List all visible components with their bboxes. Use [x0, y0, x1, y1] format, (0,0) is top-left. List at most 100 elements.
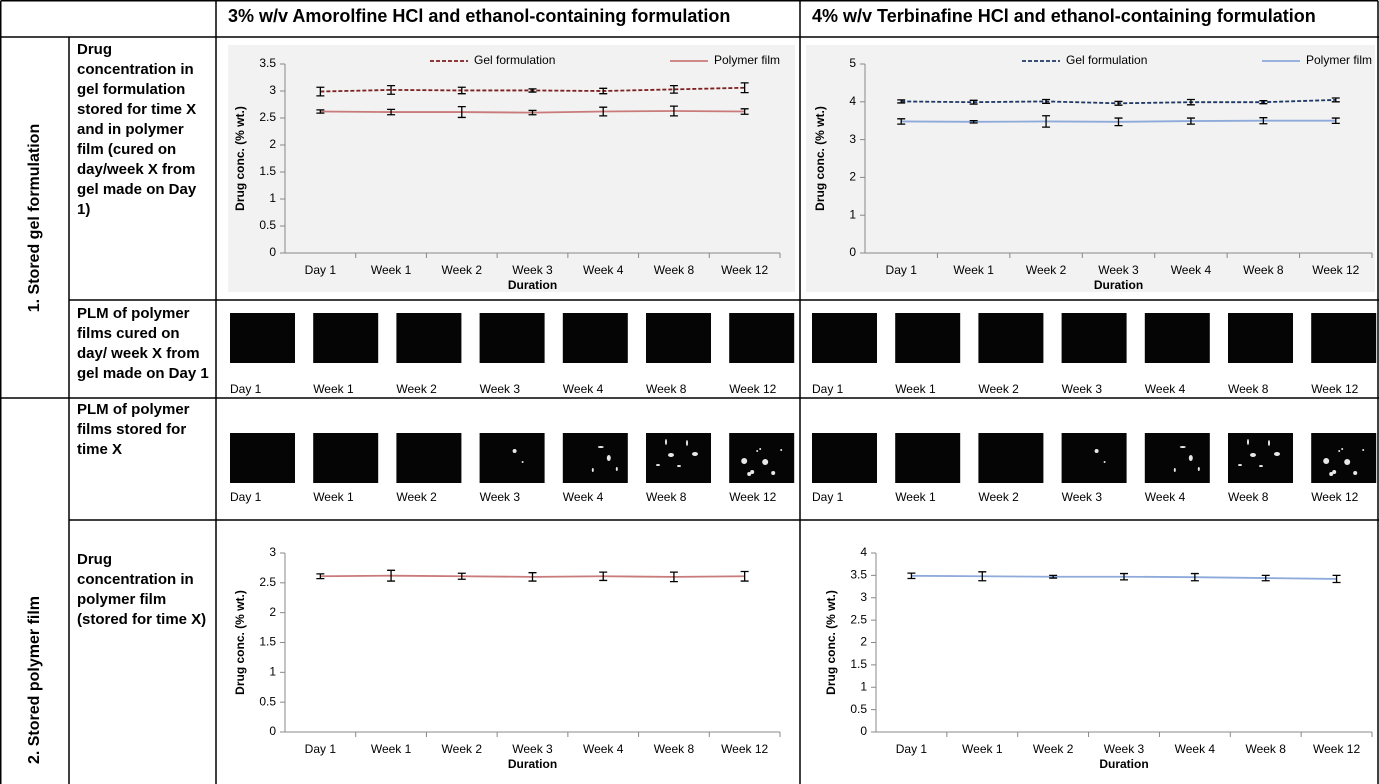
crystal: [1274, 452, 1280, 456]
micrograph-caption: Day 1: [812, 382, 844, 396]
micrograph: [230, 313, 295, 363]
y-tick-label: 3.5: [259, 56, 276, 70]
y-tick-label: 2: [860, 635, 867, 649]
y-tick-label: 1.5: [259, 635, 276, 649]
micrograph: [1311, 313, 1376, 363]
y-axis-title: Drug conc. (% wt.): [824, 590, 838, 695]
crystal: [677, 465, 681, 467]
row-label: PLM of polymer films stored for time X: [77, 400, 213, 460]
micrograph: [1062, 433, 1127, 483]
micrograph-caption: Week 3: [1062, 490, 1103, 504]
crystal: [1323, 458, 1329, 464]
x-tick-label: Week 3: [1104, 742, 1145, 756]
crystal: [1329, 472, 1333, 476]
x-tick-label: Day 1: [896, 742, 928, 756]
crystal: [741, 458, 747, 464]
y-tick-label: 3: [269, 83, 276, 97]
micrograph: [978, 313, 1043, 363]
micrograph-caption: Week 1: [313, 490, 354, 504]
crystal: [780, 449, 782, 451]
crystal: [762, 459, 768, 465]
x-tick-label: Day 1: [886, 263, 918, 277]
crystal: [616, 467, 618, 471]
row-label: PLM of polymer films cured on day/ week …: [77, 304, 213, 384]
micrograph: [1228, 313, 1293, 363]
crystal: [1341, 448, 1343, 450]
micrograph: [646, 313, 711, 363]
micrograph-caption: Week 8: [1228, 382, 1269, 396]
micrograph-caption: Week 8: [646, 490, 687, 504]
crystal: [1362, 449, 1364, 451]
crystal: [1338, 450, 1340, 452]
y-axis-title: Drug conc. (% wt.): [233, 106, 247, 211]
y-axis-title: Drug conc. (% wt.): [233, 590, 247, 695]
micrograph: [563, 313, 628, 363]
crystal: [1198, 467, 1200, 471]
micrograph-caption: Week 3: [480, 382, 521, 396]
micrograph-caption: Week 12: [729, 490, 776, 504]
crystal: [665, 439, 667, 445]
x-tick-label: Week 8: [654, 742, 695, 756]
y-tick-label: 1: [849, 207, 856, 221]
micrograph: [812, 433, 877, 483]
micrograph: [1145, 313, 1210, 363]
x-tick-label: Week 2: [1033, 742, 1074, 756]
plot-background: [228, 45, 795, 292]
micrograph: [396, 433, 461, 483]
y-tick-label: 0.5: [850, 702, 867, 716]
micrograph: [812, 313, 877, 363]
y-tick-label: 0: [269, 245, 276, 259]
y-tick-label: 1: [269, 191, 276, 205]
x-tick-label: Week 2: [442, 742, 483, 756]
x-axis-title: Duration: [1094, 278, 1143, 292]
y-tick-label: 3: [860, 590, 867, 604]
x-tick-label: Week 12: [1312, 263, 1359, 277]
x-tick-label: Week 2: [1026, 263, 1067, 277]
x-tick-label: Week 3: [512, 742, 553, 756]
micrograph: [646, 433, 711, 483]
micrograph: [480, 313, 545, 363]
crystal: [1174, 468, 1176, 472]
y-tick-label: 1.5: [259, 164, 276, 178]
micrograph: [1145, 433, 1210, 483]
crystal: [771, 471, 775, 475]
y-tick-label: 0.5: [259, 218, 276, 232]
crystal: [607, 455, 611, 461]
micrograph: [313, 433, 378, 483]
y-tick-label: 5: [849, 56, 856, 70]
micrograph-caption: Week 12: [1311, 490, 1358, 504]
x-axis-title: Duration: [508, 757, 557, 771]
micrograph: [1311, 433, 1376, 483]
y-tick-label: 0: [269, 724, 276, 738]
x-tick-label: Week 1: [371, 742, 412, 756]
x-tick-label: Week 1: [962, 742, 1003, 756]
x-axis-title: Duration: [508, 278, 557, 292]
x-tick-label: Week 3: [512, 263, 553, 277]
x-tick-label: Week 12: [721, 742, 768, 756]
y-tick-label: 0.5: [259, 694, 276, 708]
micrograph-caption: Week 2: [978, 490, 1019, 504]
crystal: [1353, 471, 1357, 475]
x-axis-title: Duration: [1099, 757, 1148, 771]
crystal: [598, 446, 604, 448]
section-label: 1. Stored gel formulation: [26, 124, 44, 312]
crystal: [1250, 453, 1256, 457]
crystal: [1247, 439, 1249, 445]
y-tick-label: 2.5: [259, 575, 276, 589]
micrograph-caption: Week 8: [646, 382, 687, 396]
y-tick-label: 3.5: [850, 568, 867, 582]
y-axis-title: Drug conc. (% wt.): [813, 106, 827, 211]
micrograph-caption: Week 1: [313, 382, 354, 396]
y-tick-label: 3: [269, 545, 276, 559]
column-header: 3% w/v Amorolfine HCl and ethanol-contai…: [228, 6, 730, 27]
crystal: [759, 448, 761, 450]
micrograph-caption: Week 1: [895, 490, 936, 504]
y-tick-label: 4: [860, 545, 867, 559]
crystal: [747, 472, 751, 476]
micrograph-caption: Day 1: [230, 490, 262, 504]
micrograph-caption: Week 8: [1228, 490, 1269, 504]
x-tick-label: Week 8: [1243, 263, 1284, 277]
x-tick-label: Week 4: [1175, 742, 1216, 756]
y-tick-label: 1: [269, 665, 276, 679]
plot-background: [806, 45, 1375, 292]
